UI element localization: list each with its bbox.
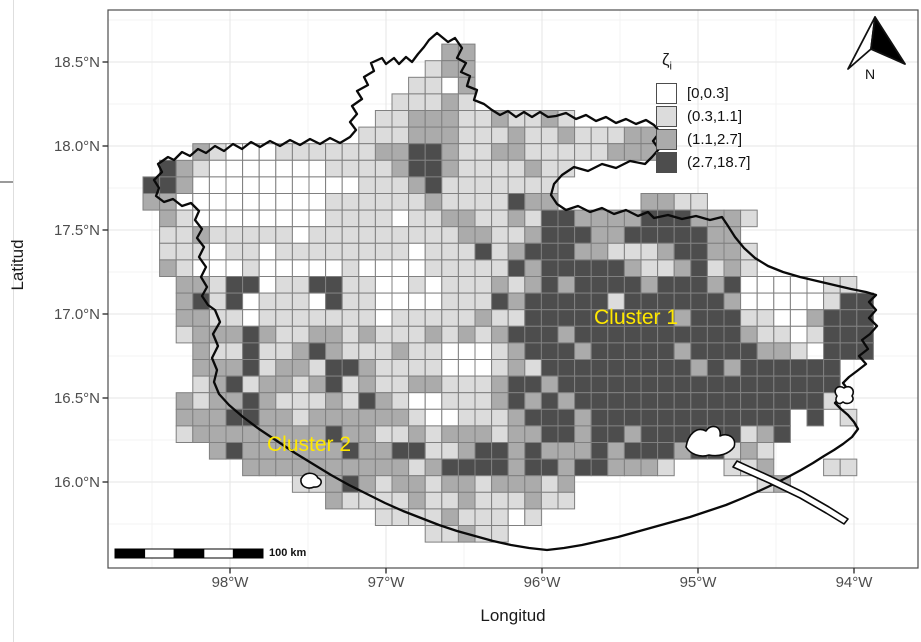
y-tick-label: 16.0°N: [53, 474, 100, 491]
cluster-2-label: Cluster 2: [266, 433, 352, 456]
legend-item: (1.1,2.7]: [656, 128, 750, 151]
north-arrow-label: N: [864, 66, 876, 82]
neighbor-panel-edge-line: [13, 0, 14, 642]
cluster-1-label: Cluster 1: [593, 306, 679, 329]
y-tick-label: 18.0°N: [53, 138, 100, 155]
legend-item-label: [0,0.3]: [687, 85, 729, 103]
legend-swatch-lightgray: [656, 106, 677, 128]
x-tick-label: 98°W: [211, 574, 249, 591]
y-axis-title: Latitud: [8, 239, 27, 291]
legend-item-label: (2.7,18.7]: [687, 154, 751, 172]
legend-item: [0,0.3]: [656, 82, 750, 105]
y-tick-label: 17.0°N: [53, 306, 100, 323]
legend-item: (0.3,1.1]: [656, 105, 750, 128]
legend-item: (2.7,18.7]: [656, 151, 750, 174]
legend-swatch-midgray: [656, 129, 677, 151]
x-axis-title: Longitud: [480, 606, 546, 625]
y-tick-label: 17.5°N: [53, 222, 100, 239]
neighbor-panel-tick: [0, 181, 13, 183]
y-tick-label: 18.5°N: [53, 54, 100, 71]
legend-swatch-white: [656, 83, 677, 105]
legend: ζi [0,0.3] (0.3,1.1] (1.1,2.7] (2.7,18.7…: [656, 50, 750, 174]
y-tick-label: 16.5°N: [53, 390, 100, 407]
scale-bar-label: 100 km: [269, 547, 307, 559]
legend-item-label: (1.1,2.7]: [687, 131, 743, 149]
legend-swatch-darkgray: [656, 152, 677, 174]
x-tick-label: 94°W: [835, 574, 873, 591]
legend-title: ζi: [662, 50, 672, 73]
legend-item-label: (0.3,1.1]: [687, 108, 743, 126]
x-tick-label: 96°W: [523, 574, 561, 591]
x-tick-label: 97°W: [367, 574, 405, 591]
x-tick-label: 95°W: [679, 574, 717, 591]
